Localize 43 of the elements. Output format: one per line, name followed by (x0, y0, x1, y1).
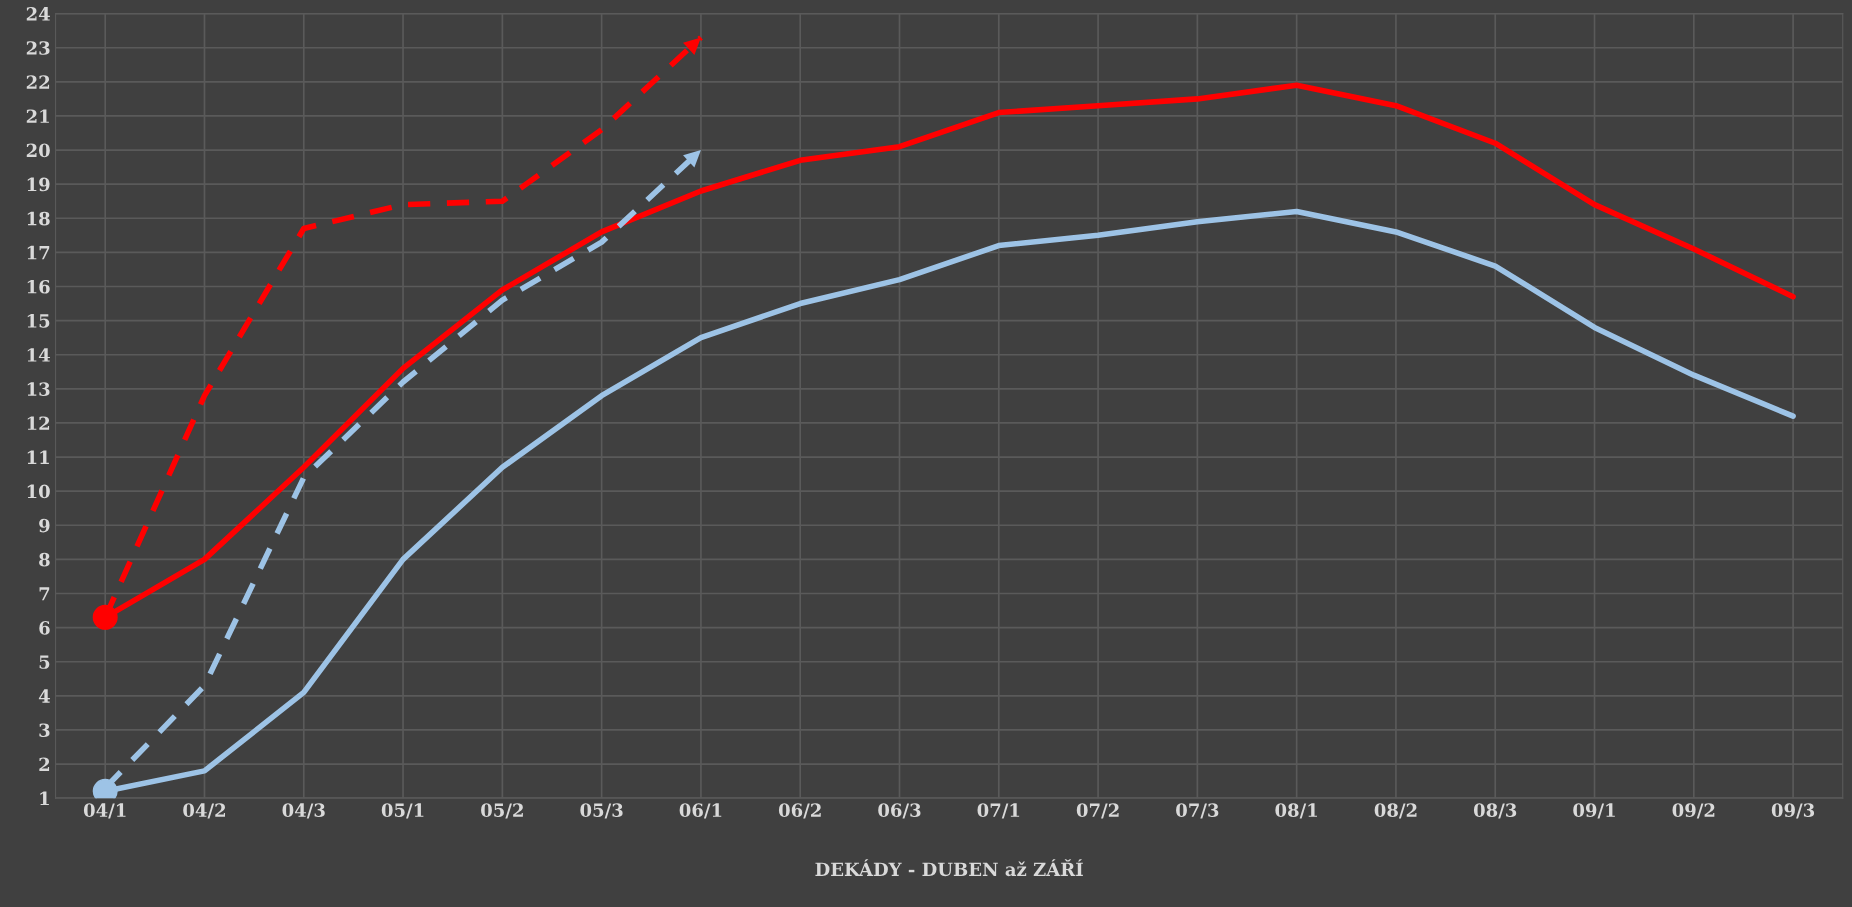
x-tick-label: 05/2 (481, 803, 523, 819)
x-tick-label: 09/1 (1573, 803, 1615, 819)
x-tick-label: 05/1 (381, 803, 424, 819)
y-tick-label: 15 (27, 314, 50, 328)
y-tick-label: 24 (26, 7, 50, 21)
x-tick-label: 04/3 (282, 803, 325, 819)
y-tick-label: 22 (26, 75, 50, 89)
y-tick-label: 13 (27, 382, 50, 396)
y-tick-label: 12 (27, 416, 50, 430)
y-tick-label: 11 (27, 450, 49, 464)
x-tick-label: 09/2 (1672, 803, 1715, 819)
y-tick-label: 8 (39, 552, 50, 567)
y-tick-label: 14 (27, 348, 50, 362)
x-tick-label: 07/3 (1176, 803, 1219, 819)
y-tick-label: 7 (39, 587, 50, 601)
x-tick-label: 09/3 (1771, 803, 1815, 819)
y-tick-label: 23 (26, 41, 50, 55)
x-tick-label: 06/2 (778, 803, 821, 819)
x-tick-label: 04/2 (183, 803, 226, 819)
x-tick-label: 07/2 (1076, 803, 1119, 819)
y-tick-label: 20 (26, 143, 50, 158)
y-tick-label: 5 (39, 655, 50, 669)
x-tick-label: 08/2 (1374, 803, 1417, 819)
y-tick-label: 19 (27, 177, 50, 192)
y-tick-label: 10 (27, 484, 50, 499)
y-tick-label: 17 (27, 245, 50, 260)
y-tick-label: 4 (38, 689, 50, 703)
x-tick-label: 07/1 (977, 803, 1020, 819)
y-tick-label: 16 (27, 279, 50, 294)
x-tick-label: 08/3 (1473, 803, 1517, 819)
y-tick-label: 3 (39, 723, 50, 738)
y-tick-label: 1 (40, 791, 49, 806)
y-tick-label: 18 (27, 211, 50, 226)
y-tick-label: 9 (39, 518, 50, 533)
x-tick-label: 04/1 (83, 803, 126, 819)
y-tick-label: 6 (39, 621, 50, 635)
x-tick-label: 05/3 (580, 803, 623, 819)
x-tick-label: 06/3 (878, 803, 921, 819)
y-tick-label: 2 (39, 757, 50, 771)
x-tick-label: 06/1 (679, 803, 722, 819)
y-tick-label: 21 (26, 109, 49, 123)
x-axis-title: DEKÁDY - DUBEN až ZÁŘÍ (815, 859, 1083, 877)
x-tick-label: 08/1 (1275, 803, 1317, 819)
